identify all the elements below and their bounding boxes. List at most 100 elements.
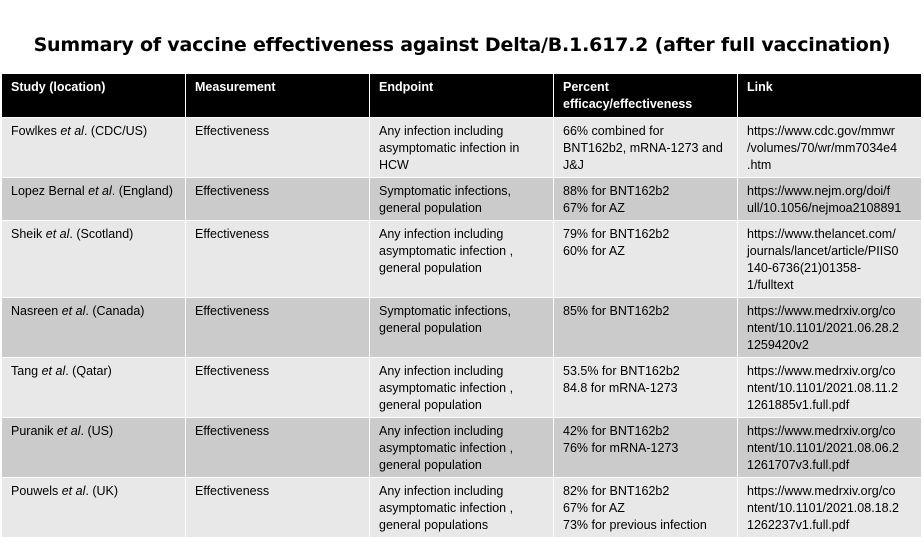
study-author: Nasreen bbox=[11, 304, 62, 318]
measurement-cell: Effectiveness bbox=[185, 117, 370, 178]
endpoint-line: Any infection including bbox=[379, 484, 504, 498]
link-line[interactable]: https://www.medrxiv.org/co bbox=[747, 484, 896, 498]
measurement-cell: Effectiveness bbox=[185, 357, 370, 418]
link-line[interactable]: ntent/10.1101/2021.06.28.2 bbox=[747, 321, 899, 335]
endpoint-line: HCW bbox=[379, 158, 409, 172]
table-row: Lopez Bernal et al. (England) Effectivene… bbox=[1, 177, 922, 221]
endpoint-line: general population bbox=[379, 398, 482, 412]
page-title: Summary of vaccine effectiveness against… bbox=[33, 34, 891, 56]
measurement-cell: Effectiveness bbox=[185, 477, 370, 538]
header-measurement: Measurement bbox=[185, 73, 370, 118]
link-cell[interactable]: https://www.thelancet.com/journals/lance… bbox=[737, 220, 922, 298]
study-et-al: et al bbox=[60, 124, 84, 138]
link-line[interactable]: 1261885v1.full.pdf bbox=[747, 398, 850, 412]
percent-cell: 42% for BNT162b2 76% for mRNA-1273 bbox=[553, 417, 738, 478]
link-line[interactable]: 1/fulltext bbox=[747, 278, 794, 292]
link-cell[interactable]: https://www.cdc.gov/mmwr/volumes/70/wr/m… bbox=[737, 117, 922, 178]
endpoint-cell: Any infection including asymptomatic infe… bbox=[369, 477, 554, 538]
link-line[interactable]: https://www.medrxiv.org/co bbox=[747, 364, 896, 378]
endpoint-line: general populations bbox=[379, 518, 489, 532]
percent-cell: 85% for BNT162b2 bbox=[553, 297, 738, 358]
link-line[interactable]: 1262237v1.full.pdf bbox=[747, 518, 850, 532]
percent-line: 60% for AZ bbox=[563, 244, 625, 258]
link-line[interactable]: .htm bbox=[747, 158, 772, 172]
link-cell[interactable]: https://www.medrxiv.org/co ntent/10.1101/… bbox=[737, 417, 922, 478]
study-et-al: et al bbox=[45, 227, 70, 241]
table-row: Pouwels et al. (UK) Effectiveness Any infe… bbox=[1, 477, 922, 538]
percent-line: 53.5% for BNT162b2 bbox=[563, 364, 680, 378]
percent-cell: 53.5% for BNT162b2 84.8 for mRNA-1273 bbox=[553, 357, 738, 418]
percent-line: BNT162b2, mRNA-1273 and bbox=[563, 141, 723, 155]
link-line[interactable]: 140-6736(21)01358- bbox=[747, 261, 861, 275]
study-et-al: et al bbox=[88, 184, 112, 198]
table-header-row: Study (location) Measurement Endpoint Pe… bbox=[1, 73, 922, 118]
header-percent-line: efficacy/effectiveness bbox=[563, 97, 693, 111]
link-cell[interactable]: https://www.nejm.org/doi/f ull/10.1056/ne… bbox=[737, 177, 922, 221]
header-link: Link bbox=[737, 73, 922, 118]
table-body: Fowlkes et al. (CDC/US) Effectiveness Any … bbox=[1, 117, 922, 538]
endpoint-line: general population bbox=[379, 201, 482, 215]
percent-cell: 66% combined for BNT162b2, mRNA-1273 and J… bbox=[553, 117, 738, 178]
endpoint-line: general population bbox=[379, 458, 482, 472]
study-cell: Sheik et al. (Scotland) bbox=[1, 220, 186, 298]
table-row: Sheik et al. (Scotland) Effectiveness Any … bbox=[1, 220, 922, 298]
study-et-al: et al bbox=[56, 424, 81, 438]
endpoint-line: general population bbox=[379, 321, 482, 335]
study-author: Pouwels bbox=[11, 484, 62, 498]
table-row: Nasreen et al. (Canada) Effectiveness Symp… bbox=[1, 297, 922, 358]
percent-line: 76% for mRNA-1273 bbox=[563, 441, 679, 455]
header-study: Study (location) bbox=[1, 73, 186, 118]
link-line[interactable]: 1259420v2 bbox=[747, 338, 809, 352]
measurement-cell: Effectiveness bbox=[185, 297, 370, 358]
study-author: Tang bbox=[11, 364, 42, 378]
endpoint-line: general population bbox=[379, 261, 482, 275]
study-author: Fowlkes bbox=[11, 124, 61, 138]
endpoint-cell: Symptomatic infections, general populatio… bbox=[369, 297, 554, 358]
study-author: Puranik bbox=[11, 424, 57, 438]
endpoint-line: asymptomatic infection , bbox=[379, 381, 514, 395]
endpoint-cell: Any infection including asymptomatic infe… bbox=[369, 417, 554, 478]
endpoint-line: asymptomatic infection , bbox=[379, 244, 514, 258]
percent-line: 85% for BNT162b2 bbox=[563, 304, 670, 318]
percent-line: 66% combined for bbox=[563, 124, 664, 138]
study-location: . (US) bbox=[80, 424, 114, 438]
study-et-al: et al bbox=[41, 364, 66, 378]
endpoint-cell: Any infection including asymptomatic infe… bbox=[369, 357, 554, 418]
endpoint-cell: Any infection including asymptomatic infe… bbox=[369, 117, 554, 178]
percent-line: 73% for previous infection bbox=[563, 518, 707, 532]
percent-line: 67% for AZ bbox=[563, 201, 625, 215]
link-line[interactable]: ntent/10.1101/2021.08.18.2 bbox=[747, 501, 899, 515]
study-et-al: et al bbox=[61, 484, 86, 498]
link-line[interactable]: https://www.cdc.gov/mmwr bbox=[747, 124, 895, 138]
link-cell[interactable]: https://www.medrxiv.org/co ntent/10.1101/… bbox=[737, 297, 922, 358]
endpoint-line: asymptomatic infection , bbox=[379, 441, 514, 455]
percent-line: J&J bbox=[563, 158, 584, 172]
study-et-al: et al bbox=[61, 304, 86, 318]
link-cell[interactable]: https://www.medrxiv.org/co ntent/10.1101/… bbox=[737, 357, 922, 418]
link-line[interactable]: /volumes/70/wr/mm7034e4 bbox=[747, 141, 898, 155]
study-cell: Lopez Bernal et al. (England) bbox=[1, 177, 186, 221]
link-line[interactable]: https://www.nejm.org/doi/f bbox=[747, 184, 891, 198]
link-line[interactable]: https://www.medrxiv.org/co bbox=[747, 424, 896, 438]
endpoint-line: Any infection including bbox=[379, 124, 504, 138]
link-line[interactable]: ntent/10.1101/2021.08.06.2 bbox=[747, 441, 899, 455]
percent-line: 79% for BNT162b2 bbox=[563, 227, 670, 241]
study-author: Sheik bbox=[11, 227, 46, 241]
endpoint-line: Any infection including bbox=[379, 424, 504, 438]
percent-line: 82% for BNT162b2 bbox=[563, 484, 670, 498]
table-row: Puranik et al. (US) Effectiveness Any infe… bbox=[1, 417, 922, 478]
link-line[interactable]: ull/10.1056/nejmoa2108891 bbox=[747, 201, 902, 215]
endpoint-line: Any infection including bbox=[379, 227, 504, 241]
percent-line: 88% for BNT162b2 bbox=[563, 184, 670, 198]
study-location: . (UK) bbox=[85, 484, 119, 498]
percent-line: 42% for BNT162b2 bbox=[563, 424, 670, 438]
endpoint-cell: Symptomatic infections, general populatio… bbox=[369, 177, 554, 221]
link-line[interactable]: 1261707v3.full.pdf bbox=[747, 458, 850, 472]
endpoint-line: Symptomatic infections, bbox=[379, 304, 511, 318]
link-cell[interactable]: https://www.medrxiv.org/co ntent/10.1101/… bbox=[737, 477, 922, 538]
study-location: . (Canada) bbox=[85, 304, 145, 318]
link-line[interactable]: https://www.medrxiv.org/co bbox=[747, 304, 896, 318]
link-line[interactable]: https://www.thelancet.com/ bbox=[747, 227, 896, 241]
link-line[interactable]: journals/lancet/article/PIIS0 bbox=[747, 244, 899, 258]
link-line[interactable]: ntent/10.1101/2021.08.11.2 bbox=[747, 381, 899, 395]
